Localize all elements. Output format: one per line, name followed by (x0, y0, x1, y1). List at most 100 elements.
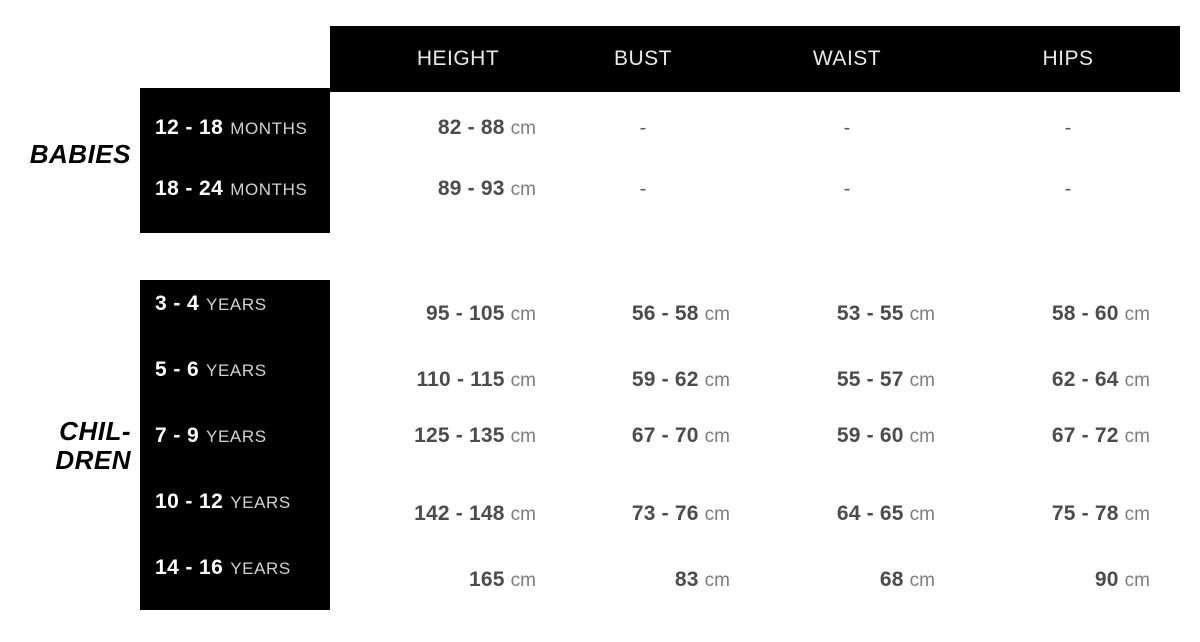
cell-unit: cm (909, 370, 935, 391)
age-row: 3 - 4 YEARS (155, 291, 267, 317)
babies-age-block (140, 88, 330, 233)
cell-unit: cm (510, 118, 536, 139)
table-cell-waist: 53 - 55 cm (765, 300, 935, 328)
table-cell-waist: - (762, 175, 932, 203)
cell-unit: cm (704, 370, 730, 391)
cell-value: - (639, 178, 647, 200)
table-cell-height: 165 cm (360, 566, 536, 594)
cell-value: 73 - 76 (631, 502, 699, 525)
cell-value: - (639, 117, 647, 139)
cell-unit: cm (704, 426, 730, 447)
cell-unit: cm (1124, 304, 1150, 325)
cell-value: 95 - 105 (426, 302, 505, 325)
cell-unit: cm (510, 504, 536, 525)
column-header-bust: BUST (613, 47, 672, 70)
age-row: 5 - 6 YEARS (155, 357, 267, 383)
age-value: 3 - 4 (155, 292, 200, 315)
table-cell-hips: - (983, 114, 1153, 142)
table-cell-height: 125 - 135 cm (360, 422, 536, 450)
table-cell-height: 110 - 115 cm (360, 366, 536, 394)
cell-unit: cm (909, 304, 935, 325)
cell-unit: cm (510, 570, 536, 591)
cell-value: 125 - 135 (414, 424, 505, 447)
cell-value: 68 (879, 568, 904, 591)
cell-value: - (1064, 178, 1072, 200)
table-cell-bust: 59 - 62 cm (560, 366, 730, 394)
cell-value: 89 - 93 (437, 177, 505, 200)
cell-value: 53 - 55 (836, 302, 904, 325)
children-age-block (140, 280, 330, 610)
cell-value: 165 (469, 568, 505, 591)
table-cell-hips: 62 - 64 cm (985, 366, 1150, 394)
table-cell-height: 95 - 105 cm (360, 300, 536, 328)
cell-value: 67 - 72 (1051, 424, 1119, 447)
cell-value: - (843, 178, 851, 200)
cell-unit: cm (1124, 504, 1150, 525)
table-cell-bust: - (558, 114, 728, 142)
cell-value: - (1064, 117, 1072, 139)
age-value: 12 - 18 (155, 116, 224, 139)
cell-value: 56 - 58 (631, 302, 699, 325)
cell-unit: cm (909, 426, 935, 447)
header-bar (330, 26, 1180, 92)
table-cell-height: 82 - 88 cm (360, 114, 536, 142)
age-unit: YEARS (230, 559, 291, 578)
cell-unit: cm (1124, 370, 1150, 391)
cell-value: 82 - 88 (437, 116, 505, 139)
age-unit: YEARS (206, 427, 267, 446)
column-header-hips: HIPS (1042, 47, 1094, 70)
age-value: 7 - 9 (155, 424, 200, 447)
cell-value: 58 - 60 (1051, 302, 1119, 325)
cell-unit: cm (704, 304, 730, 325)
cell-value: 90 (1094, 568, 1119, 591)
age-value: 5 - 6 (155, 358, 200, 381)
age-value: 10 - 12 (155, 490, 224, 513)
table-cell-hips: 75 - 78 cm (985, 500, 1150, 528)
cell-unit: cm (704, 504, 730, 525)
cell-value: 67 - 70 (631, 424, 699, 447)
cell-value: 75 - 78 (1051, 502, 1119, 525)
cell-unit: cm (510, 304, 536, 325)
age-row: 7 - 9 YEARS (155, 423, 267, 449)
cell-unit: cm (510, 370, 536, 391)
table-cell-height: 142 - 148 cm (360, 500, 536, 528)
column-header-waist: WAIST (812, 47, 882, 70)
cell-unit: cm (510, 426, 536, 447)
age-row: 14 - 16 YEARS (155, 555, 291, 581)
cell-unit: cm (909, 570, 935, 591)
cell-value: 83 (674, 568, 699, 591)
table-cell-bust: 73 - 76 cm (560, 500, 730, 528)
cell-value: 59 - 62 (631, 368, 699, 391)
age-value: 14 - 16 (155, 556, 224, 579)
table-cell-bust: 67 - 70 cm (560, 422, 730, 450)
age-row: 12 - 18 MONTHS (155, 115, 307, 141)
age-row: 10 - 12 YEARS (155, 489, 291, 515)
table-cell-height: 89 - 93 cm (360, 175, 536, 203)
table-cell-bust: 83 cm (560, 566, 730, 594)
group-label-babies: BABIES (29, 139, 131, 169)
cell-value: - (843, 117, 851, 139)
cell-unit: cm (510, 179, 536, 200)
column-header-height: HEIGHT (416, 47, 500, 70)
table-cell-waist: 68 cm (765, 566, 935, 594)
table-cell-waist: 59 - 60 cm (765, 422, 935, 450)
cell-value: 64 - 65 (836, 502, 904, 525)
cell-value: 62 - 64 (1051, 368, 1119, 391)
group-label-children: CHIL- DREN (55, 416, 131, 476)
cell-unit: cm (909, 504, 935, 525)
cell-value: 142 - 148 (414, 502, 505, 525)
table-cell-waist: 64 - 65 cm (765, 500, 935, 528)
age-unit: YEARS (206, 361, 267, 380)
table-cell-hips: 90 cm (985, 566, 1150, 594)
age-value: 18 - 24 (155, 177, 224, 200)
table-cell-hips: 67 - 72 cm (985, 422, 1150, 450)
table-cell-bust: 56 - 58 cm (560, 300, 730, 328)
age-unit: YEARS (230, 493, 291, 512)
cell-unit: cm (1124, 570, 1150, 591)
cell-value: 59 - 60 (836, 424, 904, 447)
cell-unit: cm (1124, 426, 1150, 447)
cell-value: 110 - 115 (416, 368, 505, 391)
table-cell-hips: - (983, 175, 1153, 203)
age-unit: MONTHS (230, 119, 308, 138)
